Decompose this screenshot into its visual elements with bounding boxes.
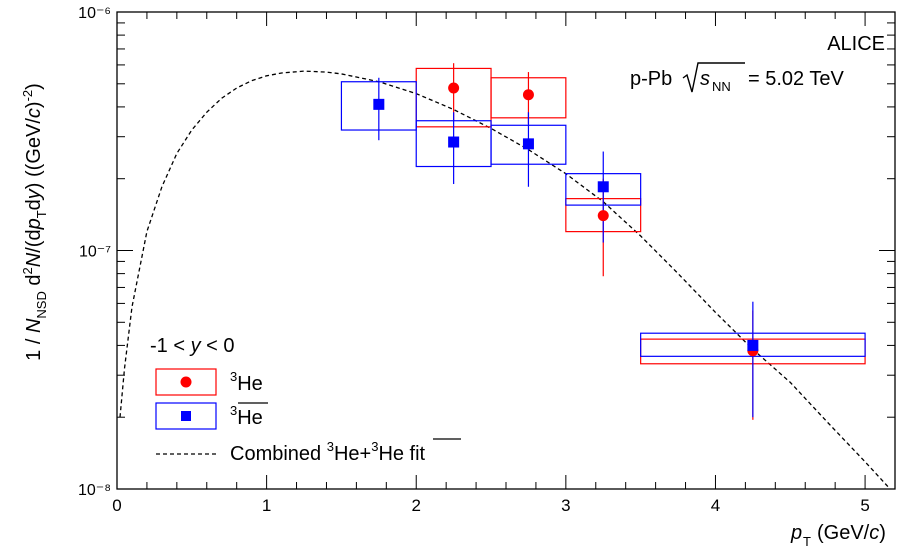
svg-text:NN: NN	[712, 79, 731, 94]
fit-curve	[119, 70, 892, 489]
y-tick-label: 10⁻⁷	[79, 244, 111, 261]
antihe3-data-point	[373, 98, 385, 110]
svg-text:1 / NNSD d2N/(dpTdy) ((GeV/c)-: 1 / NNSD d2N/(dpTdy) ((GeV/c)-2)	[20, 83, 49, 361]
svg-text:= 5.02 TeV: = 5.02 TeV	[748, 68, 844, 90]
x-axis-title: p T (GeV/c)	[790, 522, 886, 549]
x-tick-label: 0	[112, 496, 121, 515]
x-tick-label: 3	[561, 496, 570, 515]
axes-layer: 0 1 2 3 4 5 10⁻⁸ 10⁻⁷ 10⁻⁶	[78, 5, 896, 515]
plot-frame	[116, 11, 896, 490]
legend-header: -1 < y < 0	[150, 335, 235, 357]
he3-data-point	[448, 82, 460, 94]
he3-data-point	[597, 210, 609, 222]
antihe3-data-point	[448, 136, 460, 148]
svg-text:p: p	[790, 522, 802, 544]
y-tick-label: 10⁻⁶	[78, 5, 111, 22]
svg-text:p-Pb: p-Pb	[630, 68, 672, 90]
antihe3-data-point	[747, 339, 759, 351]
y-axis-title: 1 / NNSD d2N/(dpTdy) ((GeV/c)-2)	[20, 83, 49, 361]
legend-he3-marker	[180, 376, 192, 388]
sqrt-symbol	[682, 62, 745, 93]
legend-antihe3-marker	[181, 411, 191, 421]
legend-he3-label: 3He	[230, 369, 263, 395]
x-tick-label: 1	[262, 496, 271, 515]
antihe3-data-point	[522, 138, 534, 150]
x-tick-label: 2	[411, 496, 420, 515]
experiment-label: ALICE	[827, 33, 885, 55]
legend: -1 < y < 0 3He 3He Combined 3He+3He fit	[150, 335, 461, 465]
y-tick-label: 10⁻⁸	[78, 482, 111, 499]
legend-he3-box	[155, 368, 217, 396]
legend-antihe3-label: 3He	[230, 403, 263, 429]
legend-fit-label: Combined 3He+3He fit	[230, 439, 426, 465]
x-tick-label: 4	[711, 496, 720, 515]
svg-text:T: T	[803, 534, 811, 549]
svg-text:(GeV/c): (GeV/c)	[817, 522, 886, 544]
energy-label: p-Pb s NN = 5.02 TeV	[630, 62, 844, 94]
legend-antihe3-box	[155, 402, 217, 430]
x-tick-label: 5	[860, 496, 869, 515]
svg-text:s: s	[700, 68, 710, 90]
antihe3-data-point	[597, 181, 609, 193]
data-layer	[119, 63, 892, 489]
he3-data-point	[522, 89, 534, 101]
